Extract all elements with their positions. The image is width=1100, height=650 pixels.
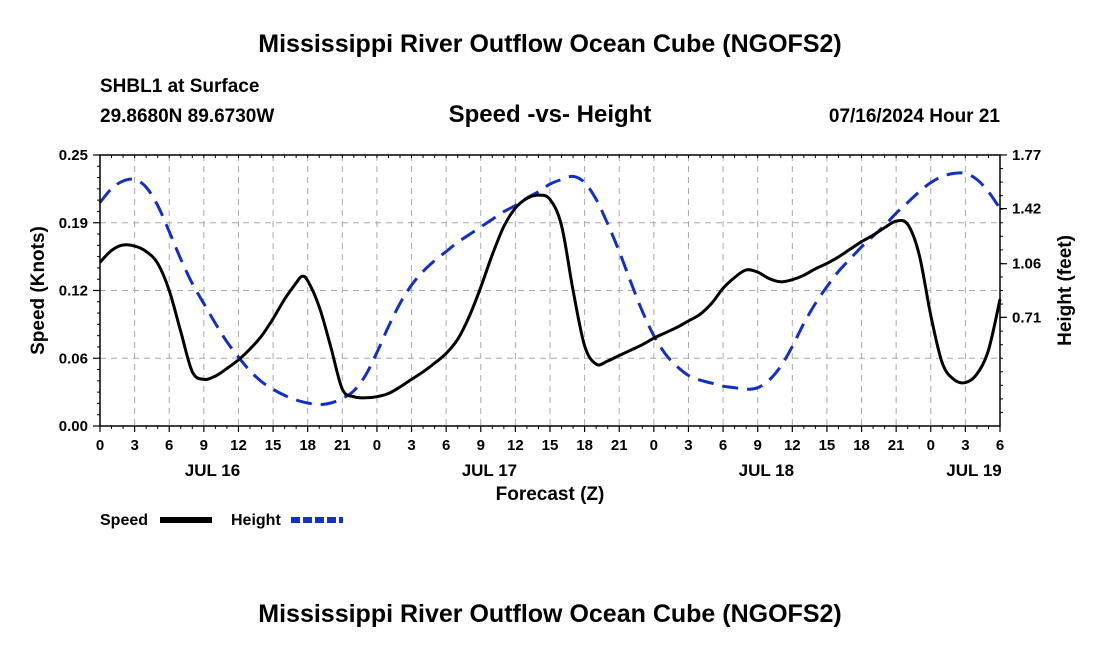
x-tick-label: 6 — [442, 437, 450, 454]
x-tick-label: 21 — [334, 437, 351, 454]
x-tick-label: 9 — [200, 437, 208, 454]
y-tick-label: 0.25 — [59, 147, 88, 164]
x-tick-label: 18 — [576, 437, 593, 454]
x-tick-label: 9 — [477, 437, 485, 454]
x-tick-label: 15 — [542, 437, 559, 454]
y-tick-label: 0.12 — [59, 283, 88, 300]
x-tick-label: 12 — [784, 437, 801, 454]
legend-label: Speed — [100, 512, 148, 529]
x-tick-label: 6 — [996, 437, 1004, 454]
y2-axis-label: Height (feet) — [1055, 235, 1076, 346]
x-axis-label: Forecast (Z) — [496, 484, 605, 505]
x-tick-label: 21 — [611, 437, 628, 454]
forecast-datetime: 07/16/2024 Hour 21 — [828, 106, 1000, 127]
x-tick-label: 3 — [407, 437, 415, 454]
x-tick-label: 0 — [927, 437, 935, 454]
y2-tick-label: 1.77 — [1012, 147, 1041, 164]
x-tick-label: 3 — [684, 437, 692, 454]
y-tick-label: 0.06 — [59, 350, 88, 367]
date-label: JUL 16 — [185, 461, 240, 480]
x-tick-label: 6 — [165, 437, 173, 454]
station-coords: 29.8680N 89.6730W — [100, 106, 275, 127]
legend: Speed Height — [100, 512, 343, 529]
x-tick-label: 3 — [130, 437, 138, 454]
x-tick-label: 12 — [507, 437, 524, 454]
x-tick-label: 18 — [299, 437, 316, 454]
x-tick-label: 18 — [853, 437, 870, 454]
x-tick-label: 12 — [230, 437, 247, 454]
x-tick-label: 0 — [373, 437, 381, 454]
y-axis-label: Speed (Knots) — [28, 226, 49, 355]
height-series-line — [98, 171, 1002, 407]
y2-tick-label: 0.71 — [1012, 309, 1041, 326]
date-label: JUL 18 — [739, 461, 794, 480]
y-tick-label: 0.19 — [59, 215, 88, 232]
x-tick-label: 9 — [754, 437, 762, 454]
date-label: JUL 17 — [462, 461, 517, 480]
x-tick-label: 3 — [961, 437, 969, 454]
x-tick-label: 15 — [819, 437, 836, 454]
x-tick-label: 0 — [96, 437, 104, 454]
series-layer — [98, 171, 1002, 407]
footer-title: Mississippi River Outflow Ocean Cube (NG… — [258, 600, 842, 628]
grid — [100, 155, 1000, 426]
station-label: SHBL1 at Surface — [100, 76, 260, 97]
y-tick-label: 0.00 — [59, 418, 88, 435]
axes: 0 3 6 9 12 15 18 21 0 3 6 9 12 15 18 21 0 3 6 9 12 15 18 21 0 3 6J… — [59, 147, 1041, 480]
x-tick-label: 21 — [888, 437, 905, 454]
x-tick-label: 15 — [265, 437, 282, 454]
chart-title: Speed -vs- Height — [448, 101, 652, 128]
date-label: JUL 19 — [946, 461, 1001, 480]
speed-series-line — [98, 193, 1002, 400]
page-title: Mississippi River Outflow Ocean Cube (NG… — [258, 30, 842, 58]
x-tick-label: 0 — [650, 437, 658, 454]
legend-label: Height — [231, 512, 281, 529]
y2-tick-label: 1.06 — [1012, 256, 1041, 273]
y2-tick-label: 1.42 — [1012, 201, 1041, 218]
x-tick-label: 6 — [719, 437, 727, 454]
